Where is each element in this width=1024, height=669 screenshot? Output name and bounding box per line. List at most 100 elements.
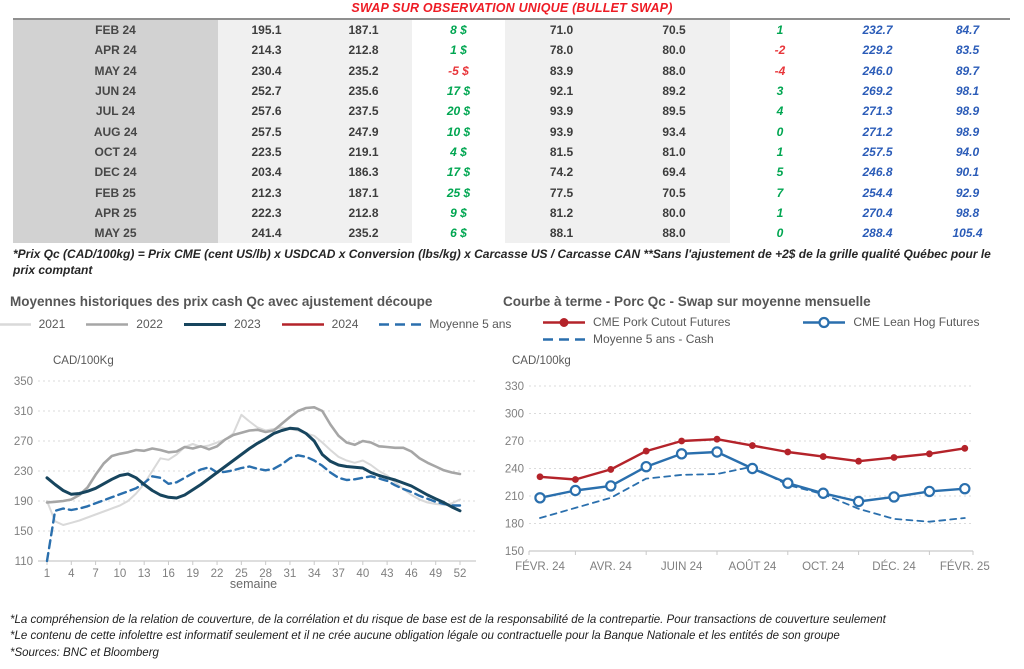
y-tick-label: 210 <box>505 491 524 503</box>
legend-label: 2024 <box>331 317 359 331</box>
x-tick-label: 49 <box>429 568 442 580</box>
value-cell: 241.4 <box>218 222 315 244</box>
footer-note-line: *La compréhension de la relation de couv… <box>10 614 886 626</box>
data-point-cme-pork-cutout-futures <box>678 437 685 445</box>
month-cell: JUL 24 <box>13 101 218 122</box>
value-cell: 74.2 <box>505 162 618 183</box>
value-cell: 4 $ <box>412 141 505 163</box>
value-cell: 17 $ <box>412 162 505 183</box>
data-point-cme-lean-hog-futures <box>569 484 582 497</box>
data-point-cme-pork-cutout-futures <box>536 473 544 481</box>
value-cell: 71.0 <box>505 20 618 41</box>
month-cell: DEC 24 <box>13 162 218 183</box>
data-point-cme-pork-cutout-futures <box>642 447 650 455</box>
data-point-cme-lean-hog-futures <box>959 482 971 495</box>
legend-label: Moyenne 5 ans <box>429 317 512 331</box>
x-tick-label: FÉVR. 25 <box>940 560 990 573</box>
value-cell: 69.4 <box>618 162 730 183</box>
value-cell: 80.0 <box>618 40 730 61</box>
month-cell: MAY 24 <box>13 60 218 81</box>
value-cell: 219.1 <box>315 141 412 163</box>
value-cell: 81.5 <box>505 141 618 163</box>
right-chart-legend: CME Pork Cutout Futures CME Lean Hog Futu… <box>542 315 979 346</box>
value-cell: 187.1 <box>315 20 412 41</box>
value-cell: 1 <box>730 20 830 41</box>
x-tick-label: 52 <box>454 568 467 580</box>
value-cell: 270.4 <box>830 202 925 223</box>
value-cell: 235.2 <box>315 222 412 244</box>
value-cell: 6 $ <box>412 222 505 244</box>
x-tick-label: OCT. 24 <box>802 561 845 573</box>
data-point-cme-lean-hog-futures <box>640 460 652 473</box>
y-tick-label: 330 <box>505 381 524 393</box>
right-chart-title: Courbe à terme - Porc Qc - Swap sur moye… <box>503 294 871 309</box>
value-cell: 94.0 <box>925 141 1010 163</box>
data-point-cme-lean-hog-futures <box>711 446 723 458</box>
data-point-cme-pork-cutout-futures <box>572 476 579 483</box>
legend-label: 2022 <box>136 317 163 331</box>
month-cell: JUN 24 <box>13 80 218 102</box>
value-cell: 257.5 <box>218 121 315 142</box>
x-tick-label: 1 <box>44 568 50 580</box>
y-tick-label: 150 <box>14 526 33 538</box>
legend-label: 2021 <box>38 317 66 331</box>
month-cell: FEB 25 <box>13 182 218 203</box>
x-tick-label: 43 <box>381 568 394 580</box>
value-cell: -2 <box>730 40 830 61</box>
value-cell: 7 <box>730 182 830 203</box>
value-cell: -4 <box>730 60 830 81</box>
x-tick-label: 16 <box>162 568 175 580</box>
value-cell: 8 $ <box>412 20 505 41</box>
value-cell: 98.8 <box>925 202 1010 223</box>
value-cell: 81.0 <box>618 141 730 163</box>
data-point-cme-pork-cutout-futures <box>890 454 898 461</box>
value-cell: 20 $ <box>412 101 505 122</box>
value-cell: 195.1 <box>218 20 315 41</box>
legend-swatch-cme-pork-cutout-futures <box>543 317 585 327</box>
value-cell: 83.5 <box>925 40 1010 61</box>
value-cell: 98.1 <box>925 80 1010 102</box>
value-cell: 203.4 <box>218 162 315 183</box>
legend-swatch-cme-lean-hog-futures <box>803 316 846 328</box>
value-cell: 93.4 <box>618 121 730 142</box>
y-tick-label: 240 <box>505 464 524 476</box>
month-cell: APR 24 <box>13 40 218 61</box>
left-chart-title: Moyennes historiques des prix cash Qc av… <box>10 294 433 309</box>
value-cell: 214.3 <box>218 40 315 61</box>
swap-table: FEB 24 195.1 187.1 8 $71.0 70.5 1 232.7 84.7 APR… <box>13 18 1010 244</box>
historical-prices-chart: 110 150 190 230 270 310 350 1 4 7 10 13 16 19 22 25 28 31… <box>14 376 476 591</box>
value-cell: 246.0 <box>830 60 925 81</box>
legend-item-2021: 2021 <box>0 317 65 331</box>
value-cell: 0 <box>730 222 830 244</box>
value-cell: 288.4 <box>830 222 925 244</box>
value-cell: 98.9 <box>925 101 1010 122</box>
y-tick-label: 110 <box>15 556 33 568</box>
value-cell: -5 $ <box>412 60 505 81</box>
value-cell: 222.3 <box>218 202 315 223</box>
value-cell: 17 $ <box>412 80 505 102</box>
y-tick-label: 300 <box>505 409 524 421</box>
value-cell: 88.0 <box>618 60 730 81</box>
data-point-cme-lean-hog-futures <box>605 480 617 492</box>
month-cell: FEB 24 <box>13 20 218 41</box>
series-line-moyenne-5-ans-cash <box>539 465 966 523</box>
y-tick-label: 230 <box>14 466 33 478</box>
left-chart-y-unit: CAD/100Kg <box>53 355 114 367</box>
value-cell: 80.0 <box>618 202 730 223</box>
value-cell: 25 $ <box>412 182 505 203</box>
legend-item-cme-pork-cutout-futures: CME Pork Cutout Futures <box>542 315 730 329</box>
x-tick-label: 25 <box>235 568 248 580</box>
value-cell: 88.1 <box>505 222 618 244</box>
series-line-moyenne-5-ans <box>45 454 462 563</box>
y-tick-label: 150 <box>505 546 524 558</box>
x-tick-label: 28 <box>259 568 272 580</box>
value-cell: 1 <box>730 141 830 163</box>
value-cell: 254.4 <box>830 182 925 203</box>
legend-label: 2023 <box>233 317 261 331</box>
value-cell: 187.1 <box>315 182 412 203</box>
value-cell: 230.4 <box>218 60 315 81</box>
footer-note-line: *Sources: BNC et Bloomberg <box>10 646 159 659</box>
legend-label: Moyenne 5 ans - Cash <box>593 332 714 346</box>
value-cell: 223.5 <box>218 141 315 163</box>
value-cell: 232.7 <box>830 20 925 41</box>
